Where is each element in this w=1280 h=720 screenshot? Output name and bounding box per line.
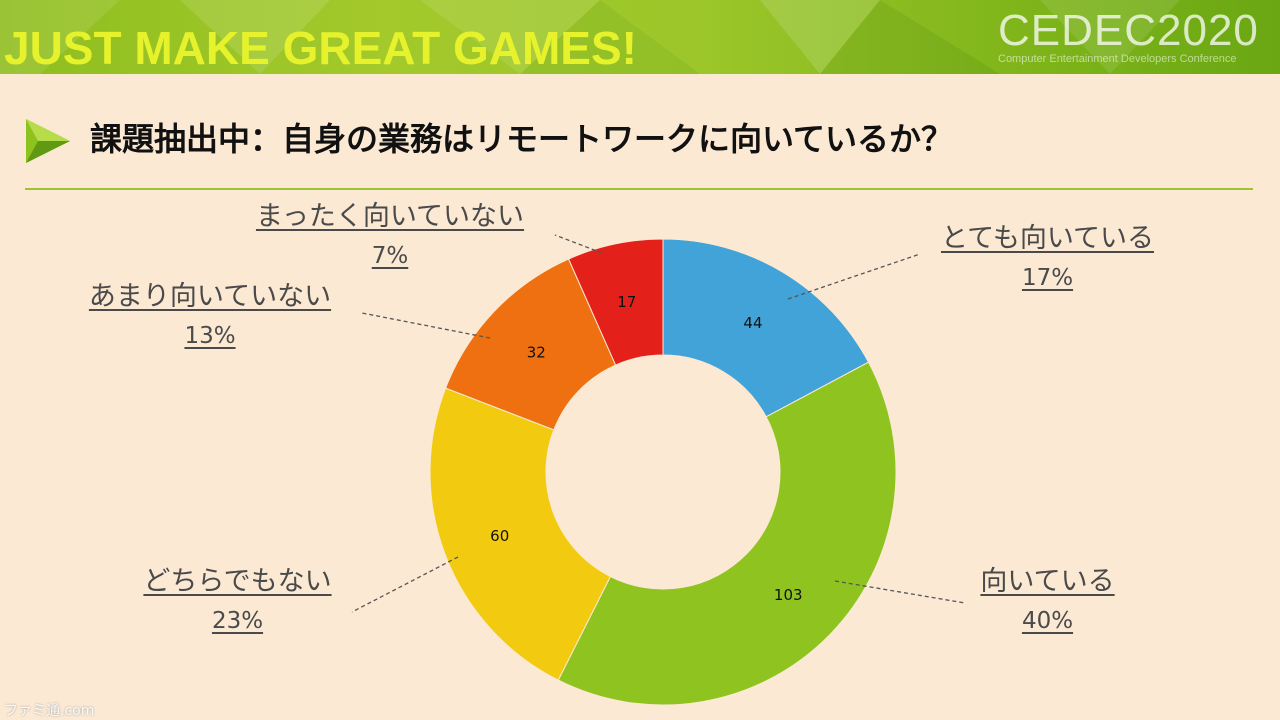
legend-label-not-very-suited: あまり向いていない 13% [60,278,360,355]
banner-pattern [0,0,1180,74]
label-category-4: まったく向いていない [255,201,525,232]
label-category-0: とても向いている [940,223,1155,254]
title-divider [25,188,1253,190]
banner-slogan: JUST MAKE GREAT GAMES! [4,22,637,74]
donut-slice-0 [662,238,870,418]
legend-label-very-suited: とても向いている 17% [915,220,1180,297]
leader-line-3 [361,312,491,339]
page-title: 課題抽出中：自身の業務はリモートワークに向いているか？ [90,120,954,158]
legend-label-neutral: どちらでもない 23% [115,563,360,640]
title-arrow-icon [26,119,70,163]
label-percent-3: 13% [184,323,236,349]
leader-line-2 [351,556,459,613]
leader-line-0 [787,253,921,300]
label-percent-1: 40% [1021,608,1074,634]
header-banner: JUST MAKE GREAT GAMES! CEDEC2020 Compute… [0,0,1280,74]
label-percent-0: 17% [1021,265,1074,291]
leader-line-4 [554,234,603,254]
slice-value-label-0: 44 [743,314,762,332]
cedec-logo: CEDEC2020 [998,6,1259,55]
slice-value-label-2: 60 [490,527,509,545]
slice-value-label-3: 32 [527,343,546,361]
donut-slice-4 [567,238,664,366]
donut-slice-1 [557,361,897,706]
label-category-2: どちらでもない [143,566,332,597]
label-category-1: 向いている [980,566,1115,597]
donut-slice-2 [429,387,612,681]
label-percent-2: 23% [211,608,264,634]
slice-value-label-4: 17 [617,293,636,311]
label-percent-4: 7% [371,243,409,269]
famitsu-watermark: ファミ通.com [4,703,95,719]
cedec-logo-subtitle: Computer Entertainment Developers Confer… [998,53,1237,65]
label-category-3: あまり向いていない [88,281,332,312]
slice-value-label-1: 103 [774,586,803,604]
leader-line-1 [834,580,966,604]
legend-label-suited: 向いている 40% [960,563,1135,640]
legend-label-not-suited-at-all: まったく向いていない 7% [225,198,555,275]
